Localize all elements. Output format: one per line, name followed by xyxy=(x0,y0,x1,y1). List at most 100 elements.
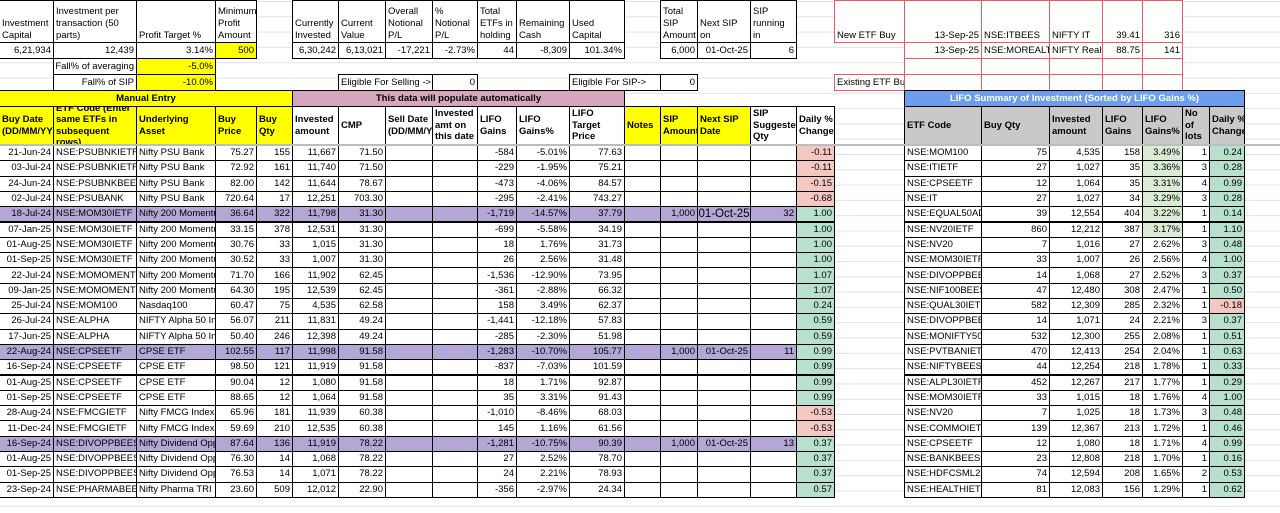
table-cell[interactable]: 1,064 xyxy=(292,389,339,407)
table-cell[interactable]: 37.79 xyxy=(569,206,625,223)
table-cell[interactable]: 18 xyxy=(477,236,517,254)
table-cell[interactable]: -4.06% xyxy=(516,175,570,192)
lifo-cell[interactable]: 139 xyxy=(981,420,1050,437)
table-cell[interactable]: Nifty 200 Momentur xyxy=(136,282,216,299)
lifo-cell[interactable]: NSE:NV20 xyxy=(904,405,982,422)
table-cell[interactable] xyxy=(660,298,698,315)
table-cell[interactable]: 12,398 xyxy=(292,328,339,345)
table-cell[interactable]: Nifty Dividend Oppo xyxy=(136,466,216,483)
table-cell[interactable] xyxy=(660,451,698,468)
table-cell[interactable] xyxy=(624,435,661,452)
table-cell[interactable]: 145 xyxy=(477,420,517,437)
lifo-cell[interactable]: 4 xyxy=(1182,435,1210,452)
daily-change-cell[interactable]: -0.11 xyxy=(796,145,835,162)
table-cell[interactable] xyxy=(750,451,797,468)
table-cell[interactable] xyxy=(385,328,433,345)
column-header[interactable]: LIFO Target Price xyxy=(569,106,625,145)
table-cell[interactable]: 02-Jul-24 xyxy=(0,190,54,208)
table-cell[interactable]: NSE:CPSEETF xyxy=(53,343,137,361)
table-cell[interactable]: 24 xyxy=(477,466,517,483)
lifo-column-header[interactable]: LIFO Gains% xyxy=(1142,106,1183,145)
lifo-cell[interactable]: 2.56% xyxy=(1142,252,1183,269)
column-header[interactable]: Buy Price xyxy=(215,106,257,145)
lifo-cell[interactable]: 1,071 xyxy=(1049,313,1103,330)
table-cell[interactable]: -2.97% xyxy=(516,481,570,498)
table-cell[interactable] xyxy=(697,374,751,391)
daily-change-cell[interactable]: -0.11 xyxy=(796,160,835,177)
new-etf-cell[interactable]: NIFTY Realty xyxy=(1049,42,1103,59)
table-cell[interactable]: Nifty 200 Momentur xyxy=(136,206,216,223)
table-cell[interactable]: 11,919 xyxy=(292,435,339,452)
table-cell[interactable]: 11 xyxy=(750,343,797,361)
table-cell[interactable]: NSE:CPSEETF xyxy=(53,389,137,407)
table-cell[interactable] xyxy=(624,175,661,192)
table-cell[interactable]: 11,939 xyxy=(292,405,339,422)
table-cell[interactable]: 27 xyxy=(477,451,517,468)
table-cell[interactable]: 158 xyxy=(477,298,517,315)
table-cell[interactable]: Nifty Dividend Oppo xyxy=(136,435,216,452)
table-cell[interactable] xyxy=(750,466,797,483)
table-cell[interactable]: 61.56 xyxy=(569,420,625,437)
table-cell[interactable] xyxy=(750,389,797,407)
lifo-cell[interactable]: 2.47% xyxy=(1142,282,1183,299)
table-cell[interactable]: 720.64 xyxy=(215,190,257,208)
lifo-cell[interactable]: 532 xyxy=(981,328,1050,345)
table-cell[interactable] xyxy=(697,420,751,437)
table-cell[interactable]: 102.55 xyxy=(215,343,257,361)
table-cell[interactable]: 75 xyxy=(256,298,293,315)
lifo-cell[interactable]: 7 xyxy=(981,236,1050,254)
table-cell[interactable] xyxy=(624,298,661,315)
table-cell[interactable]: 11-Dec-24 xyxy=(0,420,54,437)
column-header[interactable]: SIP Suggested Qty xyxy=(750,106,797,145)
table-cell[interactable]: NSE:MOM30IETF xyxy=(53,206,137,223)
table-cell[interactable]: Nifty Pharma TRI xyxy=(136,481,216,498)
table-cell[interactable]: 78.22 xyxy=(338,451,386,468)
lifo-cell[interactable]: 1.77% xyxy=(1142,374,1183,391)
lifo-daily-change-cell[interactable]: 0.50 xyxy=(1209,282,1245,299)
table-cell[interactable]: 56.07 xyxy=(215,313,257,330)
new-etf-empty-cell[interactable] xyxy=(904,58,982,75)
table-cell[interactable]: 91.43 xyxy=(569,389,625,407)
table-cell[interactable] xyxy=(432,252,478,269)
table-cell[interactable] xyxy=(432,374,478,391)
lifo-daily-change-cell[interactable]: 1.00 xyxy=(1209,389,1245,407)
table-cell[interactable]: -5.58% xyxy=(516,221,570,238)
table-cell[interactable]: 117 xyxy=(256,343,293,361)
new-etf-cell[interactable]: 13-Sep-25 xyxy=(904,42,982,59)
table-cell[interactable] xyxy=(624,267,661,284)
table-cell[interactable]: 78.22 xyxy=(338,466,386,483)
table-cell[interactable] xyxy=(432,267,478,284)
table-cell[interactable]: 30.76 xyxy=(215,236,257,254)
table-cell[interactable]: 57.83 xyxy=(569,313,625,330)
table-cell[interactable]: 18 xyxy=(477,374,517,391)
table-cell[interactable] xyxy=(660,420,698,437)
lifo-cell[interactable]: 4 xyxy=(1182,252,1210,269)
lifo-cell[interactable]: 27 xyxy=(1102,267,1143,284)
lifo-daily-change-cell[interactable]: 0.28 xyxy=(1209,160,1245,177)
daily-change-cell[interactable]: 1.07 xyxy=(796,282,835,299)
table-cell[interactable]: NSE:MOM30IETF xyxy=(53,252,137,269)
column-header[interactable]: LIFO Gains% xyxy=(516,106,570,145)
new-etf-cell[interactable]: 141 xyxy=(1142,42,1183,59)
lifo-daily-change-cell[interactable]: 0.14 xyxy=(1209,206,1245,223)
lifo-cell[interactable]: 2 xyxy=(1182,466,1210,483)
table-cell[interactable]: 703.30 xyxy=(338,190,386,208)
table-cell[interactable]: 30.52 xyxy=(215,252,257,269)
table-cell[interactable]: -1.95% xyxy=(516,160,570,177)
table-cell[interactable]: 12 xyxy=(256,374,293,391)
table-cell[interactable]: 16-Sep-24 xyxy=(0,359,54,376)
lifo-cell[interactable]: 74 xyxy=(981,466,1050,483)
lifo-cell[interactable]: 404 xyxy=(1102,206,1143,223)
lifo-cell[interactable]: 1 xyxy=(1182,420,1210,437)
new-etf-cell[interactable]: NSE:ITBEES xyxy=(981,0,1050,43)
table-cell[interactable]: 01-Oct-25 xyxy=(697,343,751,361)
lifo-cell[interactable]: 1.73% xyxy=(1142,405,1183,422)
lifo-cell[interactable]: 218 xyxy=(1102,451,1143,468)
new-etf-cell[interactable]: 88.75 xyxy=(1102,42,1143,59)
new-etf-cell[interactable]: NIFTY IT xyxy=(1049,0,1103,43)
table-cell[interactable] xyxy=(750,282,797,299)
table-cell[interactable]: -837 xyxy=(477,359,517,376)
table-cell[interactable] xyxy=(697,175,751,192)
lifo-cell[interactable]: 1,016 xyxy=(1049,236,1103,254)
